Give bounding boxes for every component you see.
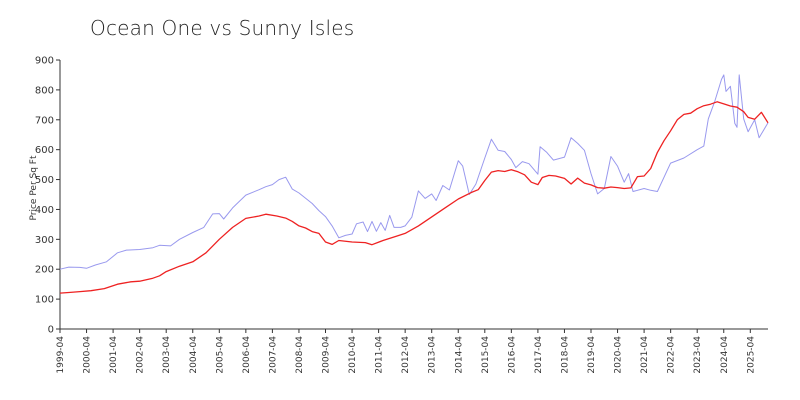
y-tick-label: 900 bbox=[35, 56, 54, 67]
x-tick-label: 2021-04 bbox=[640, 336, 650, 374]
x-tick-label: 2016-04 bbox=[507, 336, 517, 374]
x-tick-label: 2023-04 bbox=[693, 336, 703, 374]
x-tick-label: 2015-04 bbox=[481, 336, 491, 374]
x-tick-label: 2009-04 bbox=[322, 336, 332, 374]
y-tick-label: 700 bbox=[35, 115, 54, 126]
x-tick-label: 2005-04 bbox=[215, 336, 225, 374]
x-tick-label: 2007-04 bbox=[268, 336, 278, 374]
x-tick-label: 2008-04 bbox=[295, 336, 305, 374]
x-tick-label: 2024-04 bbox=[720, 336, 730, 374]
y-axis-ticks: 0 100 200 300 400 500 600 700 800 900 bbox=[35, 56, 60, 336]
y-tick-label: 800 bbox=[35, 85, 54, 96]
y-tick-label: 500 bbox=[35, 175, 54, 186]
y-axis-label: Price Per Sq Ft bbox=[29, 155, 39, 220]
series-line-2 bbox=[59, 101, 769, 294]
chart-title: Ocean One vs Sunny Isles bbox=[90, 16, 355, 40]
chart-axes bbox=[59, 60, 768, 330]
y-tick-label: 300 bbox=[35, 235, 54, 246]
series-group bbox=[59, 74, 769, 294]
x-tick-label: 2001-04 bbox=[109, 336, 119, 374]
x-tick-label: 2019-04 bbox=[587, 336, 597, 374]
x-tick-label: 2022-04 bbox=[667, 336, 677, 374]
x-tick-label: 2018-04 bbox=[560, 336, 570, 374]
x-tick-label: 2003-04 bbox=[162, 336, 172, 374]
x-tick-label: 2012-04 bbox=[401, 336, 411, 374]
y-tick-label: 100 bbox=[35, 295, 54, 306]
x-tick-label: 2014-04 bbox=[454, 336, 464, 374]
x-tick-label: 1999-04 bbox=[56, 336, 66, 374]
x-tick-label: 2006-04 bbox=[242, 336, 252, 374]
x-tick-label: 2004-04 bbox=[189, 336, 199, 374]
x-tick-label: 2010-04 bbox=[348, 336, 358, 374]
x-tick-label: 2017-04 bbox=[534, 336, 544, 374]
y-tick-label: 400 bbox=[35, 205, 54, 216]
x-axis-ticks: 1999-04 2000-04 2001-04 2002-04 2003-04 2004-… bbox=[56, 329, 756, 374]
series-line-1 bbox=[59, 74, 769, 270]
x-tick-label: 2000-04 bbox=[83, 336, 93, 374]
x-tick-label: 2020-04 bbox=[614, 336, 624, 374]
x-tick-label: 2011-04 bbox=[375, 336, 385, 374]
x-tick-label: 2002-04 bbox=[136, 336, 146, 374]
y-tick-label: 600 bbox=[35, 145, 54, 156]
x-tick-label: 2025-04 bbox=[746, 336, 756, 374]
x-tick-label: 2013-04 bbox=[428, 336, 438, 374]
y-tick-label: 0 bbox=[48, 325, 54, 336]
y-tick-label: 200 bbox=[35, 265, 54, 276]
